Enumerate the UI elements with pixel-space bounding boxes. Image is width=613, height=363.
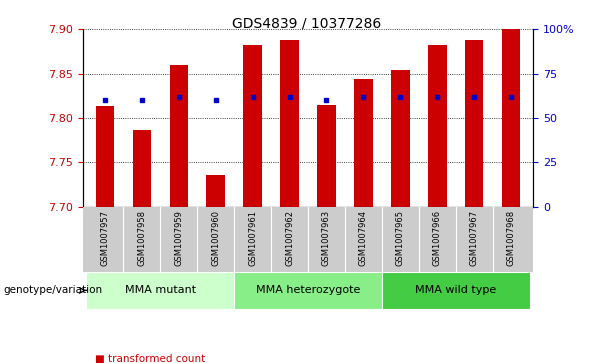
Text: GSM1007961: GSM1007961 <box>248 210 257 266</box>
Text: GSM1007958: GSM1007958 <box>137 210 147 266</box>
Text: MMA wild type: MMA wild type <box>415 285 497 295</box>
Bar <box>96 106 114 207</box>
Text: GSM1007959: GSM1007959 <box>174 210 183 266</box>
Bar <box>382 272 530 309</box>
Text: GSM1007963: GSM1007963 <box>322 210 331 266</box>
Bar <box>391 70 409 207</box>
Bar <box>280 40 299 207</box>
Text: ■ transformed count: ■ transformed count <box>95 354 205 363</box>
Bar <box>86 272 234 309</box>
Text: MMA heterozygote: MMA heterozygote <box>256 285 360 295</box>
Bar <box>207 175 225 207</box>
Text: MMA mutant: MMA mutant <box>125 285 196 295</box>
Bar <box>465 40 484 207</box>
Text: GSM1007966: GSM1007966 <box>433 210 442 266</box>
Text: GDS4839 / 10377286: GDS4839 / 10377286 <box>232 16 381 30</box>
Bar <box>132 130 151 207</box>
Bar <box>428 45 446 207</box>
Text: genotype/variation: genotype/variation <box>3 285 102 295</box>
Bar <box>170 65 188 207</box>
Text: GSM1007964: GSM1007964 <box>359 210 368 266</box>
Bar <box>354 79 373 207</box>
Text: GSM1007957: GSM1007957 <box>101 210 109 266</box>
Bar <box>243 45 262 207</box>
Text: GSM1007960: GSM1007960 <box>211 210 220 266</box>
Text: GSM1007967: GSM1007967 <box>470 210 479 266</box>
Bar <box>234 272 382 309</box>
Text: GSM1007965: GSM1007965 <box>396 210 405 266</box>
Text: GSM1007968: GSM1007968 <box>507 210 516 266</box>
Text: GSM1007962: GSM1007962 <box>285 210 294 266</box>
Bar <box>502 29 520 207</box>
Bar <box>318 105 336 207</box>
